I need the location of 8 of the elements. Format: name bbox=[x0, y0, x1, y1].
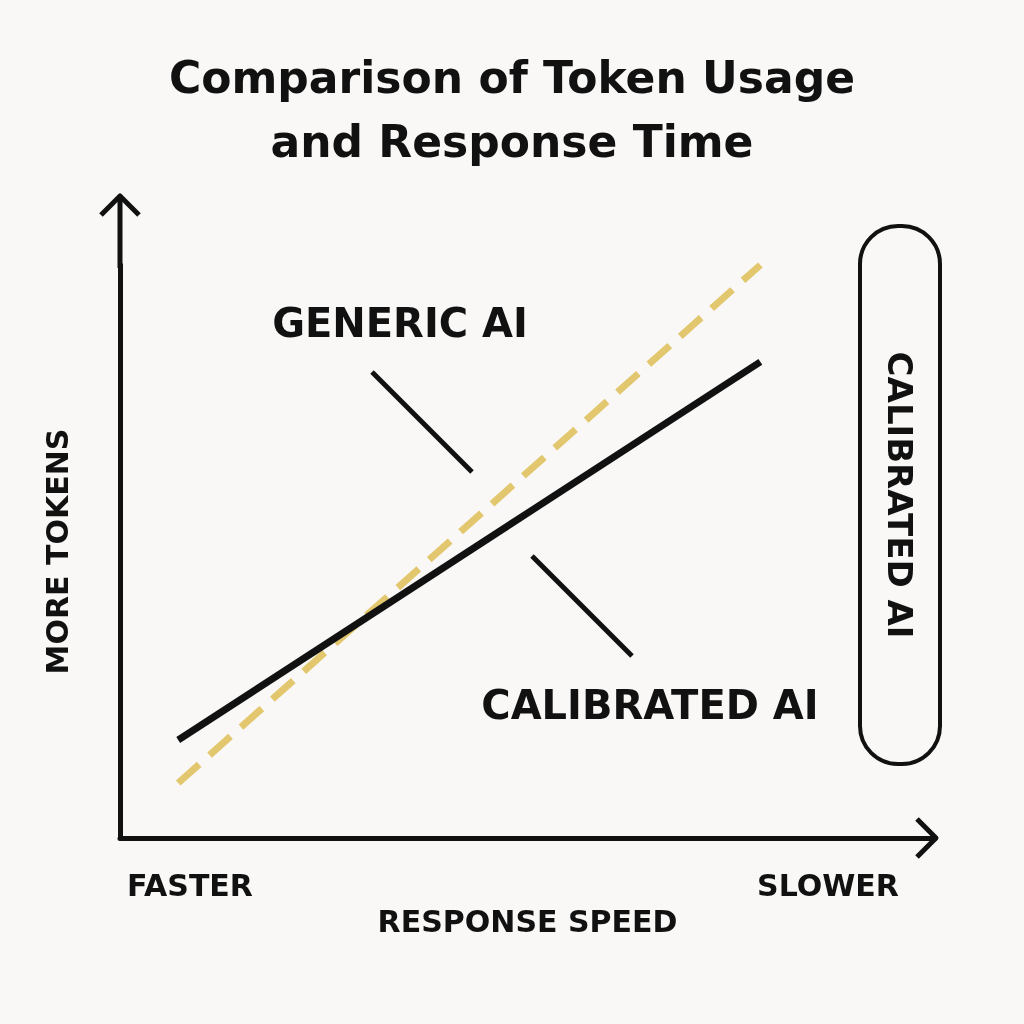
y-axis-title: MORE TOKENS bbox=[39, 428, 75, 675]
text: CALIBRATED AI bbox=[481, 682, 819, 728]
text: SLOWER bbox=[757, 867, 899, 903]
annotation: CALIBRATED AI bbox=[880, 351, 920, 639]
text: GENERIC AI bbox=[272, 300, 528, 346]
text: FASTER bbox=[127, 867, 253, 903]
chart-title: Comparison of Token Usage and Response Time bbox=[169, 51, 855, 167]
x-axis-title: RESPONSE SPEED bbox=[377, 903, 678, 939]
